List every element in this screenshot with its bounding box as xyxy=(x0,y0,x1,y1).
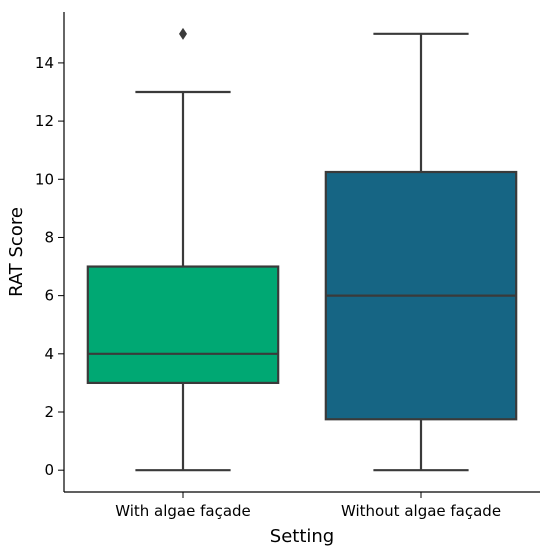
y-tick-label: 14 xyxy=(35,54,54,72)
y-tick-label: 12 xyxy=(35,112,54,130)
box-body xyxy=(86,265,280,385)
y-tick-label: 4 xyxy=(44,345,54,363)
box-group xyxy=(86,27,280,472)
x-axis-title: Setting xyxy=(270,526,334,547)
boxes-layer xyxy=(86,27,518,472)
y-tick-label: 10 xyxy=(35,170,54,188)
box-group xyxy=(324,32,518,472)
x-ticks: With algae façade Without algae façade xyxy=(115,492,501,520)
y-tick-label: 2 xyxy=(44,403,54,421)
y-tick-label: 6 xyxy=(44,287,54,305)
y-ticks: 0 2 4 6 8 10 12 14 xyxy=(35,54,64,479)
y-tick-label: 0 xyxy=(44,461,54,479)
axes-layer: 0 2 4 6 8 10 12 14 With algae façade Without alg… xyxy=(35,12,540,520)
y-tick-label: 8 xyxy=(44,228,54,246)
x-tick-label: Without algae façade xyxy=(341,502,501,520)
y-axis-title: RAT Score xyxy=(6,207,27,297)
outlier-point xyxy=(179,27,187,40)
x-tick-label: With algae façade xyxy=(115,502,251,520)
